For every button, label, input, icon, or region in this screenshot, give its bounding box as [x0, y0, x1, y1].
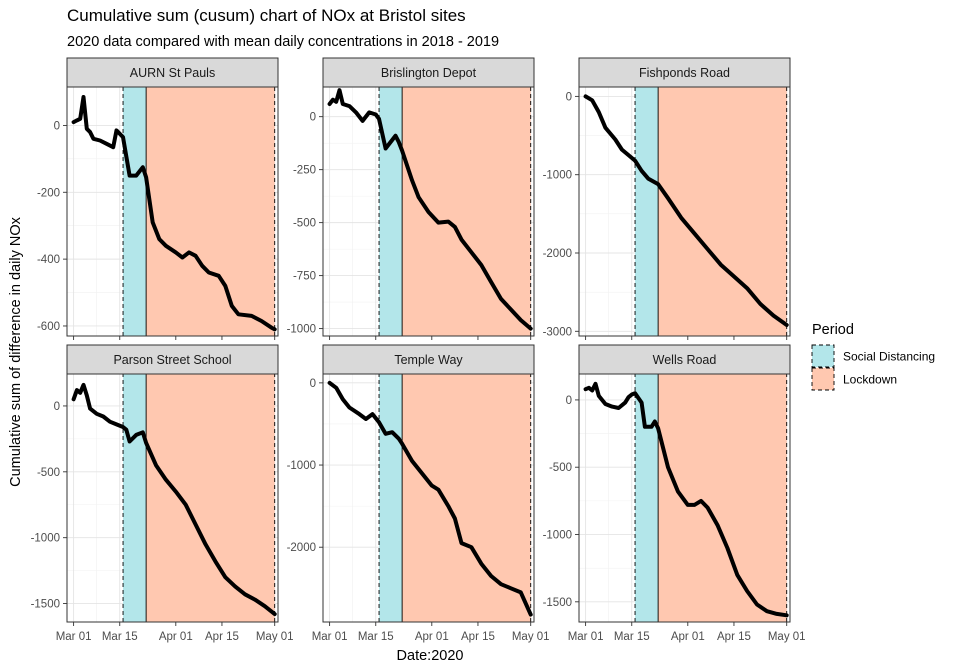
facet-strip: [66, 57, 279, 88]
x-tick-label: Mar 01: [312, 631, 348, 643]
x-tick-label: Apr 15: [461, 631, 495, 643]
social-distancing-band: [123, 87, 147, 336]
y-tick-label: -1500: [31, 599, 60, 611]
lockdown-band: [402, 87, 531, 336]
y-tick-label: 0: [54, 401, 60, 413]
lockdown-band: [146, 87, 275, 336]
y-tick-label: 0: [310, 378, 316, 390]
y-tick-label: -2000: [543, 248, 572, 260]
y-tick-label: -1000: [543, 170, 572, 182]
legend-key: [811, 344, 835, 368]
x-tick-label: Mar 15: [102, 631, 138, 643]
facet-panel: Fishponds Road 0 -1000 -2000 -3000: [543, 57, 791, 340]
y-tick-label: -200: [37, 187, 60, 199]
legend-label: Lockdown: [843, 373, 897, 387]
series-line: [327, 380, 533, 617]
facet-strip-label: Temple Way: [394, 353, 463, 367]
chart-title: Cumulative sum (cusum) chart of NOx at B…: [67, 6, 466, 25]
social-distancing-band: [635, 87, 659, 336]
facet-strip-label: AURN St Pauls: [130, 66, 215, 80]
x-tick-label: Apr 15: [205, 631, 239, 643]
series-line: [327, 88, 533, 331]
lockdown-band: [658, 373, 787, 622]
x-tick-label: Apr 01: [415, 631, 449, 643]
series-line: [71, 382, 277, 617]
social-distancing-band: [379, 87, 403, 336]
y-tick-label: -500: [37, 467, 60, 479]
y-tick-label: -1000: [287, 324, 316, 336]
legend-label: Social Distancing: [843, 350, 935, 364]
x-axis-label: Date:2020: [396, 648, 464, 664]
y-tick-label: -3000: [543, 326, 572, 338]
facet-panel: Brislington Depot 0 -250 -500 -750 -1000: [287, 57, 535, 340]
facet-panel: Wells Road 0 -500 -1000 -1500 Mar 01 Mar 15 Apr…: [543, 344, 806, 643]
y-tick-label: -1500: [543, 597, 572, 609]
series-line: [583, 94, 789, 327]
chart-subtitle: 2020 data compared with mean daily conce…: [67, 34, 500, 50]
y-tick-label: -2000: [287, 542, 316, 554]
y-tick-label: -500: [549, 462, 572, 474]
y-tick-label: -250: [293, 165, 316, 177]
x-tick-label: Mar 01: [568, 631, 604, 643]
facet-panel: Parson Street School 0 -500 -1000 -1500 Mar 0…: [31, 344, 294, 643]
x-tick-label: Apr 15: [717, 631, 751, 643]
x-tick-label: Mar 01: [56, 631, 92, 643]
x-tick-label: Mar 15: [614, 631, 650, 643]
y-tick-label: 0: [310, 112, 316, 124]
facet-strip: [578, 57, 791, 88]
y-tick-label: -500: [293, 218, 316, 230]
x-tick-label: Apr 01: [671, 631, 705, 643]
facet-strip: [322, 57, 535, 88]
y-axis-label: Cumulative sum of difference in daily NO…: [8, 217, 24, 487]
series-line: [71, 95, 277, 332]
social-distancing-band: [123, 373, 147, 622]
x-tick-label: May 01: [768, 631, 806, 643]
social-distancing-band: [379, 373, 403, 622]
facet-panel: Temple Way 0 -1000 -2000 Mar 01 Mar 15 Apr 01 A…: [287, 344, 550, 643]
y-tick-label: -400: [37, 254, 60, 266]
facet-strip: [322, 344, 535, 375]
y-tick-label: -1000: [287, 460, 316, 472]
legend: Period Social Distancing Lockdown: [811, 322, 935, 391]
legend-title: Period: [812, 322, 854, 338]
facet-strip-label: Parson Street School: [113, 353, 231, 367]
y-tick-label: -1000: [31, 533, 60, 545]
y-tick-label: -750: [293, 271, 316, 283]
facet-strip: [578, 344, 791, 375]
lockdown-band: [658, 87, 787, 336]
x-tick-label: Apr 01: [159, 631, 193, 643]
social-distancing-band: [635, 373, 659, 622]
facet-strip-label: Brislington Depot: [381, 66, 477, 80]
lockdown-band: [402, 373, 531, 622]
series-line: [583, 381, 789, 618]
x-tick-label: Mar 15: [358, 631, 394, 643]
y-tick-label: 0: [566, 91, 572, 103]
facet-strip: [66, 344, 279, 375]
x-tick-label: May 01: [256, 631, 294, 643]
y-tick-label: 0: [54, 120, 60, 132]
legend-key: [811, 367, 835, 391]
facet-strip-label: Wells Road: [653, 353, 717, 367]
facet-panel: AURN St Pauls 0 -200 -400 -600: [37, 57, 279, 340]
y-tick-label: -600: [37, 321, 60, 333]
lockdown-band: [146, 373, 275, 622]
y-tick-label: 0: [566, 395, 572, 407]
y-tick-label: -1000: [543, 530, 572, 542]
facet-strip-label: Fishponds Road: [639, 66, 730, 80]
x-tick-label: May 01: [512, 631, 550, 643]
